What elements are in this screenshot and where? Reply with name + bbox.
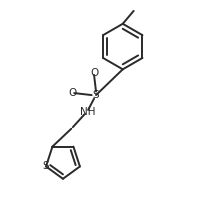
Text: O: O [68, 88, 76, 98]
Text: O: O [90, 68, 98, 78]
Text: NH: NH [80, 107, 96, 117]
Text: S: S [43, 162, 49, 172]
Text: S: S [93, 90, 99, 100]
